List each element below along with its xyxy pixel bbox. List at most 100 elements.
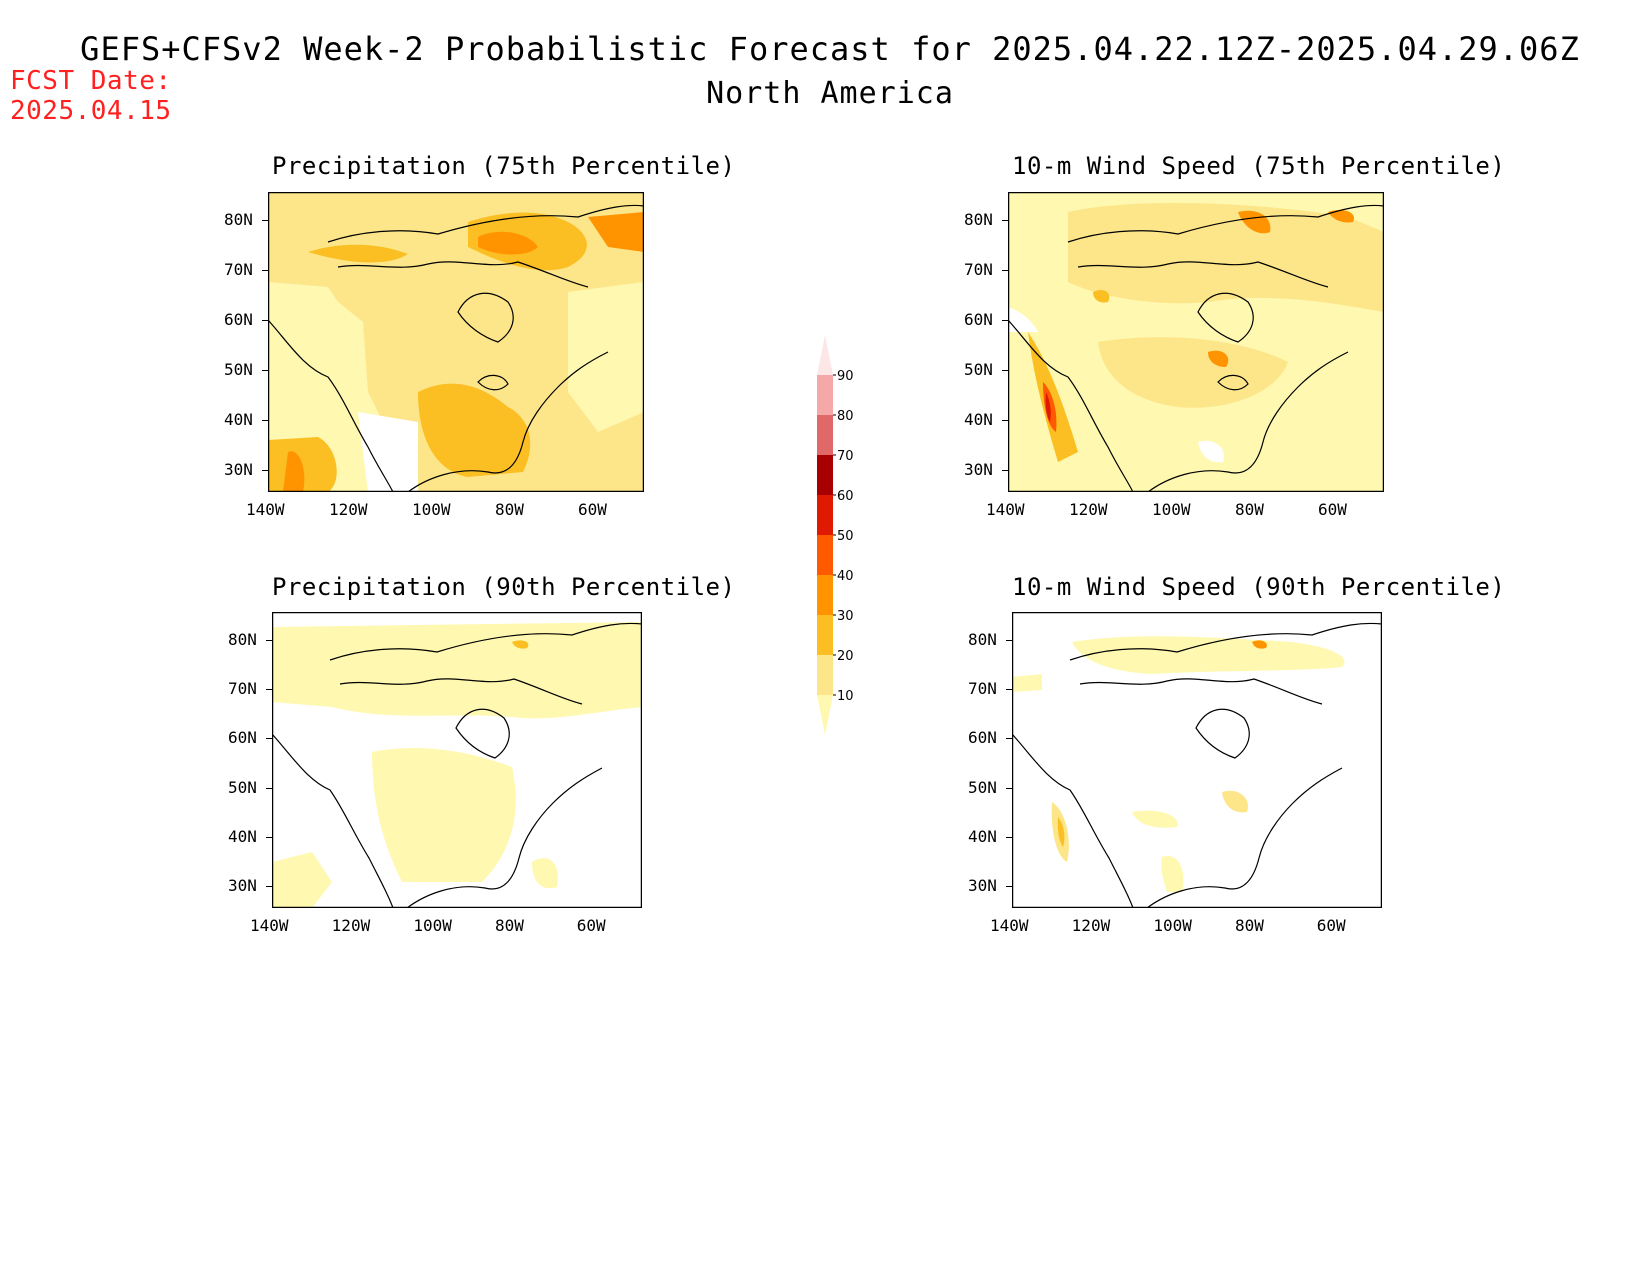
lat-tick-mark: [266, 639, 272, 641]
lon-tick-label: 60W: [576, 916, 606, 935]
lat-tick-mark: [262, 420, 268, 421]
map-wind-75: [1008, 192, 1384, 492]
lat-tick-mark: [1002, 270, 1008, 271]
lon-tick-label: 60W: [578, 500, 607, 519]
lat-tick-label: 60N: [224, 310, 253, 329]
main-title: GEFS+CFSv2 Week-2 Probabilistic Forecast…: [80, 30, 1580, 68]
lat-tick-label: 40N: [224, 410, 253, 429]
lon-tick-label: 140W: [986, 500, 1025, 519]
lon-tick-label: 120W: [331, 916, 371, 935]
lon-tick-label: 120W: [1071, 916, 1111, 935]
lat-tick-mark: [262, 220, 268, 221]
lat-tick-mark: [1006, 738, 1012, 740]
lon-tick-label: 80W: [1235, 916, 1264, 935]
colorbar-bottom-triangle: [817, 695, 833, 735]
lat-tick-mark: [1006, 787, 1012, 789]
panel-title-precip-90: Precipitation (90th Percentile): [272, 573, 736, 601]
lon-tick-label: 80W: [1235, 500, 1264, 519]
map-precip-90: [272, 612, 642, 908]
lat-tick-label: 70N: [224, 260, 253, 279]
lat-tick-label: 80N: [968, 629, 997, 649]
colorbar-label: 50: [837, 529, 854, 544]
lon-tick-label: 140W: [990, 916, 1029, 935]
lat-tick-mark: [1006, 836, 1012, 838]
lat-tick-mark: [1002, 220, 1008, 221]
lat-tick-label: 30N: [964, 460, 993, 479]
colorbar-swatch: [817, 535, 833, 575]
colorbar-swatch: [817, 375, 833, 415]
colorbar-label: 90: [837, 369, 854, 384]
lon-tick-label: 80W: [495, 500, 524, 519]
lat-tick-mark: [1002, 370, 1008, 371]
colorbar-label: 30: [837, 609, 854, 624]
lat-tick-label: 60N: [968, 728, 997, 748]
lon-tick-label: 120W: [329, 500, 368, 519]
lat-tick-mark: [1002, 320, 1008, 321]
lat-tick-label: 40N: [964, 410, 993, 429]
colorbar-label: 40: [837, 569, 854, 584]
panel-title-precip-75: Precipitation (75th Percentile): [272, 152, 736, 180]
lon-tick-label: 100W: [413, 916, 452, 935]
lon-tick-label: 80W: [495, 916, 524, 935]
colorbar-swatch: [817, 615, 833, 655]
lat-tick-mark: [1006, 688, 1012, 690]
colorbar-top-triangle: [817, 335, 833, 375]
lat-tick-label: 80N: [224, 210, 253, 229]
lat-tick-mark: [266, 836, 272, 838]
lat-tick-label: 60N: [228, 728, 257, 748]
lat-tick-label: 80N: [228, 629, 257, 649]
colorbar-label: 80: [837, 409, 854, 424]
fcst-date-label: FCST Date:: [10, 66, 172, 96]
colorbar: 10 20 30 40 50 60 70 80 90: [817, 335, 854, 735]
lat-tick-mark: [1002, 420, 1008, 421]
colorbar-swatch: [817, 495, 833, 535]
lon-tick-label: 100W: [412, 500, 451, 519]
lat-tick-mark: [266, 738, 272, 740]
lon-tick-label: 140W: [246, 500, 285, 519]
lat-tick-label: 30N: [228, 876, 257, 896]
lat-tick-label: 30N: [224, 460, 253, 479]
lat-tick-label: 30N: [968, 876, 997, 896]
colorbar-label: 10: [837, 689, 854, 704]
lat-tick-mark: [262, 320, 268, 321]
lon-tick-label: 60W: [1316, 916, 1346, 935]
panel-title-wind-75: 10-m Wind Speed (75th Percentile): [1012, 152, 1506, 180]
lat-tick-mark: [1006, 639, 1012, 641]
lon-tick-label: 100W: [1152, 500, 1191, 519]
lat-tick-label: 40N: [968, 826, 997, 846]
lat-tick-label: 60N: [964, 310, 993, 329]
colorbar-label: 70: [837, 449, 854, 464]
lat-tick-label: 50N: [224, 360, 253, 379]
colorbar-label: 20: [837, 649, 854, 664]
fcst-date-value: 2025.04.15: [10, 96, 172, 126]
lat-tick-mark: [1002, 470, 1008, 471]
lat-tick-label: 50N: [968, 777, 997, 797]
lat-tick-label: 40N: [228, 826, 257, 846]
map-wind-90: [1012, 612, 1382, 908]
lat-tick-label: 50N: [228, 777, 257, 797]
lat-tick-label: 50N: [964, 360, 993, 379]
lon-tick-label: 140W: [250, 916, 289, 935]
lon-tick-label: 120W: [1069, 500, 1108, 519]
lat-tick-mark: [266, 787, 272, 789]
lat-tick-label: 70N: [968, 678, 997, 698]
lat-tick-label: 80N: [964, 210, 993, 229]
colorbar-swatch: [817, 575, 833, 615]
lon-tick-label: 100W: [1153, 916, 1192, 935]
lat-tick-mark: [266, 688, 272, 690]
colorbar-label: 60: [837, 489, 854, 504]
lat-tick-label: 70N: [228, 678, 257, 698]
panel-title-wind-90: 10-m Wind Speed (90th Percentile): [1012, 573, 1506, 601]
colorbar-swatch: [817, 655, 833, 695]
colorbar-swatch: [817, 455, 833, 495]
map-precip-75: [268, 192, 644, 492]
subtitle: North America: [706, 76, 954, 111]
colorbar-swatch: [817, 415, 833, 455]
lat-tick-mark: [262, 470, 268, 471]
lat-tick-mark: [262, 370, 268, 371]
lat-tick-label: 70N: [964, 260, 993, 279]
lat-tick-mark: [262, 270, 268, 271]
lat-tick-mark: [1006, 886, 1012, 888]
lat-tick-mark: [266, 886, 272, 888]
lon-tick-label: 60W: [1318, 500, 1347, 519]
